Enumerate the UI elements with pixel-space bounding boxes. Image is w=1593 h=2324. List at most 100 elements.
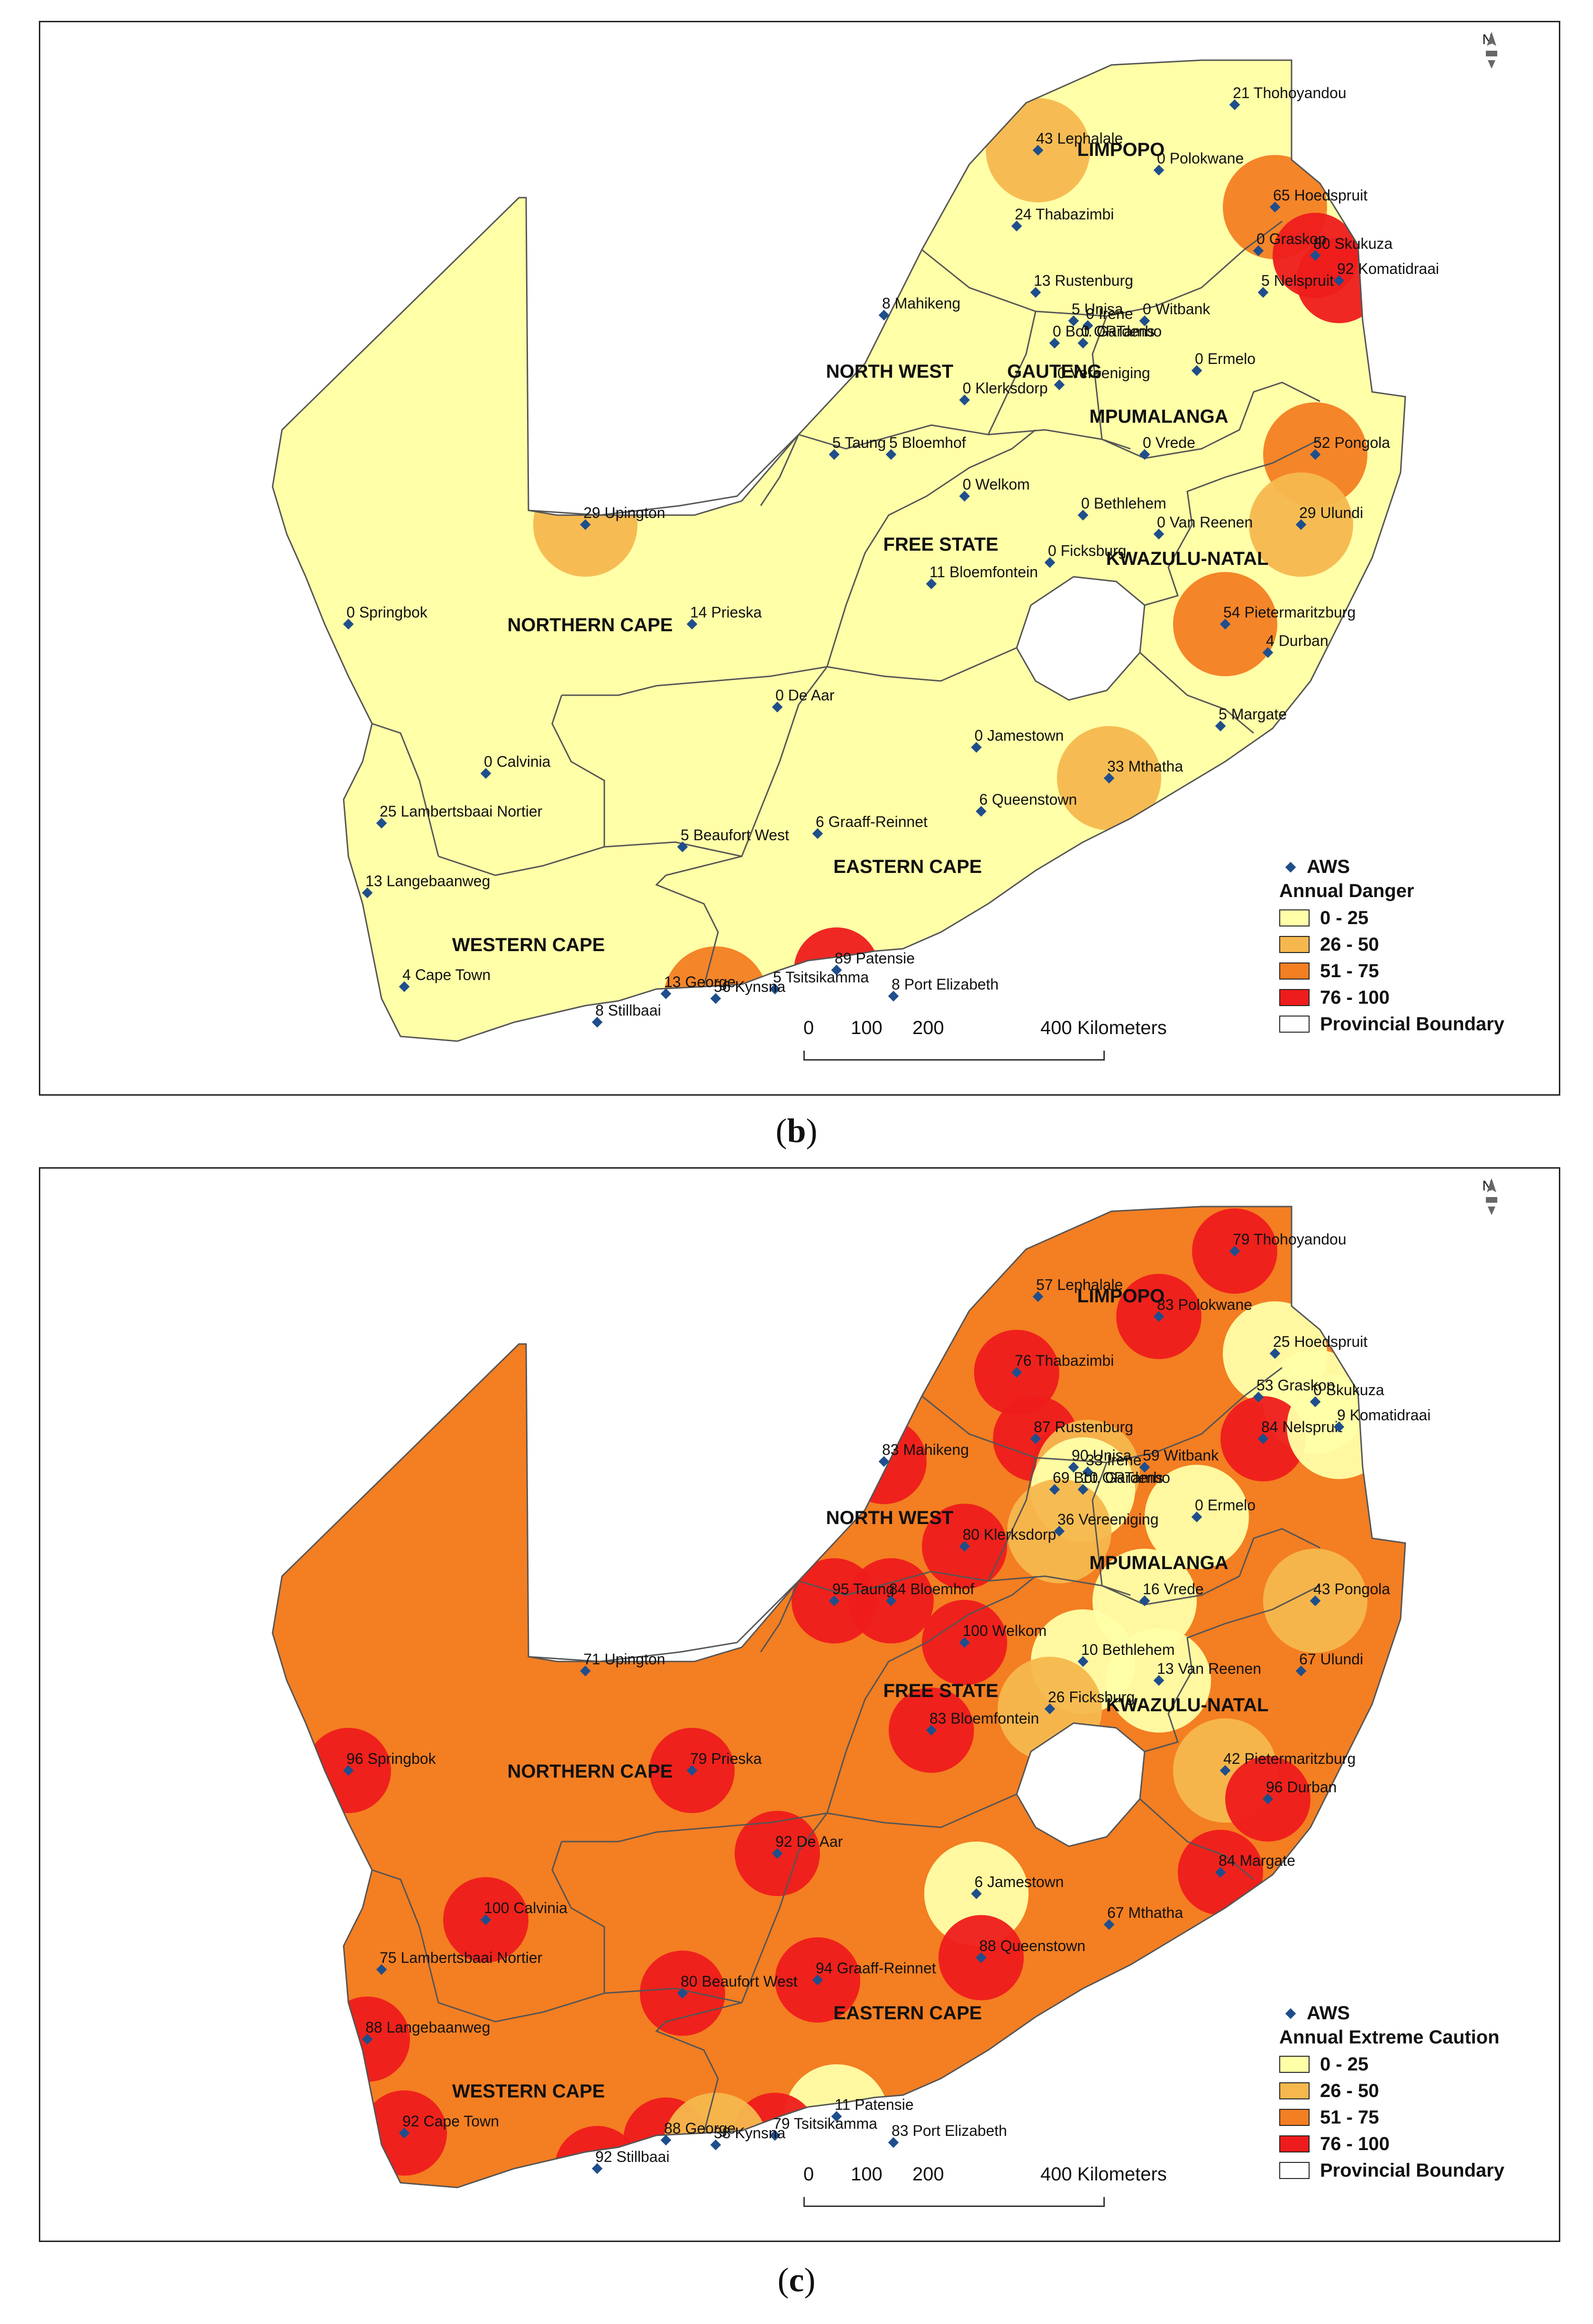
- station-label: 13 Van Reenen: [1157, 1660, 1261, 1677]
- province-label: WESTERN CAPE: [452, 2081, 605, 2102]
- station-label: 0 Springbok: [346, 604, 428, 621]
- province-label: MPUMALANGA: [1089, 406, 1228, 427]
- legend-swatch: [1279, 936, 1310, 953]
- station-label: 10 ORTambo: [1081, 1469, 1170, 1486]
- provincial-boundary: [438, 1988, 742, 2023]
- aws-station-marker: [343, 618, 354, 630]
- station-label: 10 Bethlehem: [1081, 1641, 1174, 1658]
- station-label: 0 Irene: [1086, 305, 1133, 322]
- station-label: 65 Hoedspruit: [1273, 187, 1367, 204]
- station-label: 100 Welkom: [963, 1622, 1047, 1639]
- scale-tick: 100: [851, 1017, 883, 1038]
- station-label: 43 Lephalale: [1036, 130, 1123, 147]
- aws-station-marker: [1215, 720, 1226, 732]
- caption-c: (c): [777, 2261, 816, 2299]
- station-label: 67 Ulundi: [1299, 1651, 1363, 1668]
- aws-station-marker: [1054, 1525, 1065, 1537]
- station-label: 89 Patensie: [835, 950, 915, 967]
- station-label: 13 Rustenburg: [1034, 272, 1133, 289]
- station-label: 57 Lephalale: [1036, 1276, 1123, 1293]
- legend-class-label: 0 - 25: [1320, 907, 1369, 928]
- aws-station-marker: [580, 1665, 591, 1677]
- station-label: 26 Ficksburg: [1048, 1689, 1135, 1706]
- station-label: 0 Bot. Gardens: [1053, 323, 1155, 340]
- aws-station-marker: [677, 841, 688, 853]
- provincial-boundary: [827, 1793, 1017, 1828]
- station-label: 92 Komatidraai: [1337, 260, 1439, 277]
- station-label: 16 Vrede: [1143, 1580, 1204, 1598]
- legend-swatch: [1279, 2135, 1310, 2152]
- station-label: 4 Cape Town: [402, 966, 491, 983]
- aws-station-marker: [1191, 1511, 1202, 1523]
- aws-station-marker: [1257, 287, 1269, 298]
- station-label: 25 Hoedspruit: [1273, 1333, 1367, 1350]
- legend-title: Annual Extreme Caution: [1279, 2027, 1500, 2048]
- map-canvas-b: LIMPOPO NORTH WEST GAUTENG MPUMALANGA FREE S…: [272, 59, 1439, 1042]
- aws-station-marker: [1103, 772, 1115, 784]
- aws-station-marker: [812, 1974, 823, 1986]
- station-label: 0 Ermelo: [1195, 350, 1256, 367]
- station-label: 95 Taung: [832, 1580, 894, 1598]
- station-label: 13 Langebaanweg: [365, 872, 490, 890]
- aws-marker-icon: [1285, 2008, 1296, 2019]
- provincial-boundary: [826, 1575, 1036, 1814]
- aws-station-marker: [1054, 379, 1065, 390]
- station-label: 0 Ermelo: [1195, 1497, 1256, 1514]
- aws-station-marker: [1139, 1462, 1150, 1473]
- aws-station-marker: [1310, 1595, 1321, 1607]
- station-label: 6 Graaff-Reinnet: [816, 813, 928, 830]
- province-label: NORTHERN CAPE: [508, 615, 673, 635]
- aws-station-marker: [888, 2137, 899, 2148]
- aws-station-marker: [1082, 1466, 1093, 1478]
- aws-station-marker: [376, 817, 387, 829]
- aws-station-marker: [1153, 528, 1165, 540]
- station-label: 83 Port Elizabeth: [892, 2122, 1007, 2139]
- station-label: 76 Thabazimbi: [1015, 1352, 1114, 1369]
- legend-boundary-label: Provincial Boundary: [1320, 2160, 1504, 2181]
- aws-station-marker: [1077, 509, 1089, 521]
- aws-station-marker: [975, 1952, 987, 1963]
- station-label: 5 Beaufort West: [681, 826, 789, 844]
- legend-aws-label: AWS: [1307, 856, 1350, 877]
- province-label: WESTERN CAPE: [452, 935, 605, 955]
- aws-station-marker: [1253, 245, 1264, 256]
- aws-station-marker: [1011, 1367, 1022, 1378]
- station-label: 0 Skukuza: [1313, 1381, 1384, 1398]
- aws-station-marker: [878, 309, 890, 321]
- station-label: 9 Komatidraai: [1337, 1407, 1430, 1424]
- aws-station-marker: [959, 1541, 970, 1552]
- station-label: 79 Thohoyandou: [1233, 1231, 1347, 1248]
- aws-station-marker: [1032, 145, 1044, 156]
- aws-station-marker: [971, 742, 982, 753]
- station-label: 92 Stillbaai: [595, 2148, 670, 2165]
- station-label: 0 Bethlehem: [1081, 495, 1166, 512]
- station-label: 5 Margate: [1219, 706, 1287, 723]
- aws-station-marker: [1310, 449, 1321, 460]
- station-label: 80 Klerksdorp: [963, 1526, 1056, 1543]
- aws-station-marker: [769, 983, 781, 995]
- provincial-boundary: [760, 434, 800, 506]
- station-label: 79 Tsitsikamma: [773, 2115, 877, 2132]
- aws-station-marker: [1044, 1703, 1056, 1715]
- station-label: 92 De Aar: [775, 1833, 843, 1850]
- province-label: FREE STATE: [883, 1680, 999, 1701]
- aws-station-marker: [831, 2111, 842, 2122]
- station-label: 5 Taung: [832, 434, 886, 451]
- legend-aws-label: AWS: [1307, 2003, 1350, 2024]
- station-label: 0 Graskop: [1256, 230, 1327, 247]
- station-label: 54 Pietermaritzburg: [1223, 604, 1356, 621]
- station-label: 14 Prieska: [690, 604, 762, 621]
- provincial-boundary: [1144, 1585, 1320, 1752]
- station-label: 0 Vereeniging: [1057, 364, 1150, 381]
- station-label: 25 Lambertsbaai Nortier: [380, 803, 543, 820]
- legend-c: AWS Annual Extreme Caution 0 - 25 26 - 5…: [1279, 2003, 1526, 2184]
- aws-marker-icon: [1285, 862, 1296, 872]
- province-label: LIMPOPO: [1077, 1286, 1165, 1307]
- station-label: 11 Patensie: [835, 2096, 914, 2113]
- station-label: 0 ORTambo: [1081, 323, 1162, 340]
- station-label: 80 Skukuza: [1313, 235, 1393, 252]
- station-label: 0 Ficksburg: [1048, 542, 1126, 559]
- station-label: 0 Witbank: [1143, 300, 1211, 318]
- aws-station-marker: [812, 828, 823, 839]
- provincial-boundary: [987, 311, 1037, 435]
